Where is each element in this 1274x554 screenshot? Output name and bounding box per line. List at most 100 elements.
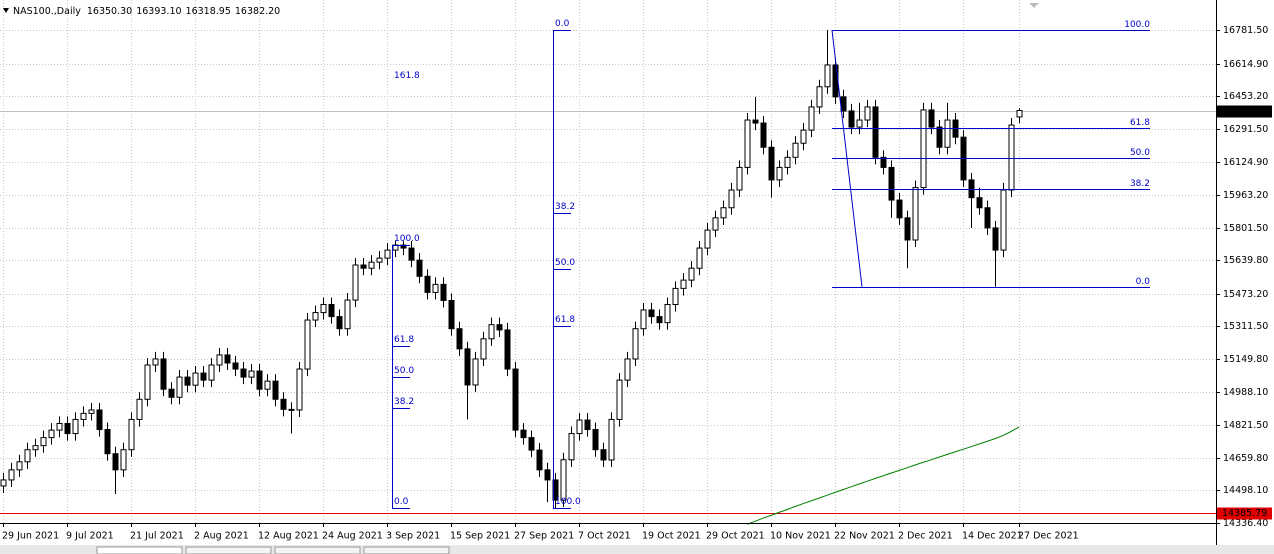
candle-body [440,283,447,301]
candle-body [208,364,215,381]
y-tick-label: 14988.10 [1223,387,1268,398]
candle-body [32,445,39,451]
x-tick-label: 15 Sep 2021 [450,531,510,542]
candle-body [1008,124,1015,191]
x-tick-label: 19 Oct 2021 [642,531,701,542]
fib-label: 38.2 [555,202,575,212]
x-tick-label: 2 Dec 2021 [898,531,953,542]
y-tick-label: 14659.80 [1223,453,1268,464]
candle-body [536,449,543,471]
x-tick-label: 29 Oct 2021 [706,531,765,542]
candle-body [648,309,655,318]
candle-body [96,409,103,431]
candle-body [528,437,535,451]
tab[interactable] [185,546,272,554]
candle-body [760,122,767,148]
candle-body [360,264,367,269]
candle-body [328,304,335,318]
candle-body [784,156,791,168]
candle-body [8,469,15,481]
tab[interactable] [274,546,361,554]
fib-label: 61.8 [555,315,575,325]
candle-body [48,429,55,439]
candle-body [336,316,343,330]
candle-body [504,329,511,370]
candle-body [984,207,991,229]
candle-body [216,354,223,366]
shift-marker[interactable] [1029,3,1039,8]
candle-body [368,261,375,269]
current-price-box [1217,105,1272,118]
candle-body [944,119,951,148]
tab[interactable] [96,546,183,554]
x-tick-label: 27 Sep 2021 [514,531,574,542]
candle-body [56,422,63,431]
y-tick-label: 16453.20 [1223,91,1268,102]
header-arrow[interactable] [3,8,9,13]
x-tick-label: 22 Nov 2021 [834,531,895,542]
candle-body [888,166,895,201]
candle-body [16,461,23,471]
candle-body [144,364,151,400]
candle-body [40,437,47,447]
x-tick-label: 3 Sep 2021 [386,531,440,542]
candle-body [432,283,439,293]
candle-body [712,217,719,231]
candle-body [104,429,111,455]
candle-body [288,408,295,411]
candle-body [112,453,119,471]
candle-body [624,358,631,381]
y-tick-label: 15639.80 [1223,255,1268,266]
fib-label: 0.0 [1136,277,1151,287]
candle-body [808,106,815,131]
candle-body [304,319,311,370]
y-tick-label: 15311.50 [1223,321,1268,332]
candle-body [800,129,807,144]
x-tick-label: 2 Aug 2021 [194,531,249,542]
candle-body [968,179,975,199]
x-tick-label: 29 Jun 2021 [2,531,59,542]
candle-body [520,429,527,439]
y-tick-label: 15149.80 [1223,354,1268,365]
y-tick-label: 16781.50 [1223,25,1268,36]
tab[interactable] [363,546,450,554]
y-tick-label: 16291.50 [1223,124,1268,135]
candle-body [744,119,751,168]
candle-body [160,358,167,390]
candle-body [1016,110,1023,118]
candle-body [64,422,71,435]
candle-body [320,304,327,314]
candle-body [728,189,735,209]
candle-body [248,370,255,378]
quote: 16318.95 [186,6,231,17]
candle-body [936,126,943,148]
candle-body [720,207,727,219]
candle-body [992,227,999,251]
x-tick-label: 21 Jul 2021 [130,531,184,542]
chart-header: NAS100.,Daily 16350.30 16393.10 16318.95 163… [13,6,280,17]
candle-body [424,275,431,293]
candle-body [232,362,239,370]
candle-body [0,479,7,487]
candle-body [352,264,359,301]
candle-body [480,338,487,360]
x-tick-label: 24 Aug 2021 [322,531,383,542]
x-tick-label: 12 Aug 2021 [258,531,319,542]
candle-body [864,106,871,121]
quote: 16382.20 [235,6,280,17]
candle-body [344,299,351,330]
tab-bar [0,545,1274,554]
y-tick-label: 14498.10 [1223,485,1268,496]
quote: 16350.30 [87,6,132,17]
candle-body [856,119,863,128]
candle-body [168,388,175,398]
candle-body [256,370,263,390]
candle-body [376,257,383,263]
candle-body [880,156,887,168]
y-tick-label: 14821.50 [1223,420,1268,431]
candle-body [768,146,775,181]
candle-body [920,109,927,189]
candle-body [192,372,199,386]
candle-body [312,312,319,321]
